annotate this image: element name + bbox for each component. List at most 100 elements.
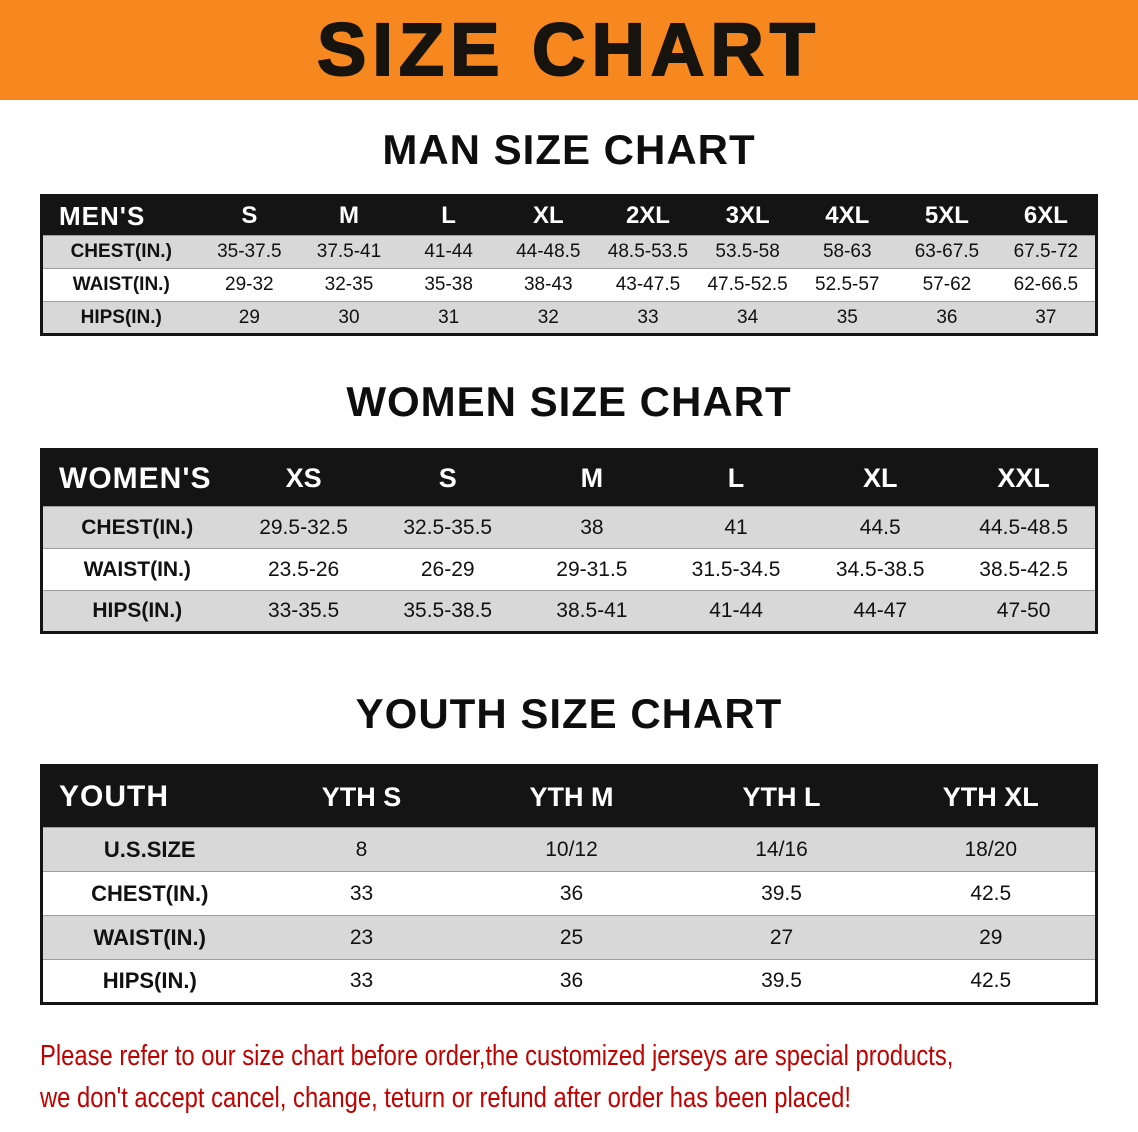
youth-size-table: YOUTH YTH S YTH M YTH L YTH XL U.S.SIZE 8 10/12… [40,764,1098,1005]
column-header: YTH S [256,765,467,828]
size-value-cell: 52.5-57 [815,274,880,295]
row-label: HIPS(IN.) [102,968,197,993]
table-body: U.S.SIZE 8 10/12 14/16 18/20 CHEST(IN.) 33 36 39… [41,827,1097,1004]
size-value-cell: 38.5-41 [556,599,628,622]
size-value-cell: 41-44 [709,599,763,622]
size-value-cell: 35-37.5 [217,241,282,262]
column-header: 2XL [598,195,698,236]
size-value-cell: 44-48.5 [516,241,581,262]
size-value-cell: 47.5-52.5 [707,274,788,295]
size-value-cell: 39.5 [761,881,802,905]
row-label: WAIST(IN.) [93,924,206,950]
size-value-cell: 37 [1035,306,1057,328]
size-value-cell: 33 [637,306,659,328]
disclaimer: Please refer to our size chart before or… [40,1035,1138,1119]
column-header: 3XL [697,195,798,236]
size-value-cell: 38-43 [523,274,573,295]
row-label: CHEST(IN.) [70,241,172,262]
size-value-cell: 23 [349,925,374,949]
size-value-cell: 58-63 [822,241,872,262]
size-value-cell: 34 [737,306,759,328]
table-row: WAIST(IN.) 23.5-26 26-29 29-31.5 31.5-34.5 34… [41,548,1097,591]
row-label: HIPS(IN.) [92,599,183,622]
size-value-cell: 35 [836,306,858,328]
size-value-cell: 35.5-38.5 [403,599,493,622]
size-value-cell: 48.5-53.5 [607,241,689,262]
size-value-cell: 26-29 [420,557,475,581]
table-head: WOMEN'S XS S M L XL XXL [41,449,1097,507]
size-value-cell: 27 [769,925,794,949]
column-header: YTH M [466,765,677,828]
row-label: WAIST(IN.) [83,557,191,581]
column-header: M [299,195,399,236]
size-value-cell: 41 [724,515,748,539]
size-value-cell: 18/20 [964,837,1018,861]
size-value-cell: 29-32 [225,274,274,295]
table-header-row: MEN'S S M L XL 2XL 3XL 4XL 5XL 6XL [41,195,1097,236]
size-value-cell: 34.5-38.5 [835,557,925,581]
table-header-label: MEN'S [41,195,200,236]
banner-title: SIZE CHART [316,8,821,91]
youth-section-heading: YOUTH SIZE CHART [355,690,783,737]
size-value-cell: 39.5 [761,969,802,992]
size-value-cell: 44.5 [859,515,901,539]
women-size-table: WOMEN'S XS S M L XL XXL CHEST(IN.) 29.5-32.5 32.5… [40,448,1098,634]
size-value-cell: 33 [349,969,374,992]
banner: SIZE CHART [0,0,1138,100]
size-value-cell: 44-47 [853,599,908,622]
size-value-cell: 8 [355,837,368,861]
column-header: 5XL [897,195,997,236]
size-value-cell: 23.5-26 [267,557,340,581]
size-value-cell: 47-50 [996,599,1051,622]
women-section-heading: WOMEN SIZE CHART [346,378,792,425]
size-value-cell: 29 [979,925,1003,949]
size-value-cell: 29-31.5 [556,557,628,581]
table-row: WAIST(IN.) 29-32 32-35 35-38 38-43 43-47.5 47.… [41,268,1097,302]
column-header: XXL [952,449,1097,507]
size-value-cell: 37.5-41 [316,241,382,262]
size-value-cell: 35-38 [424,274,473,295]
men-section-heading: MAN SIZE CHART [382,126,756,173]
table-row: U.S.SIZE 8 10/12 14/16 18/20 [41,827,1097,872]
size-value-cell: 29 [238,306,260,328]
size-value-cell: 32-35 [324,274,374,295]
table-header-row: YOUTH YTH S YTH M YTH L YTH XL [41,765,1097,828]
size-value-cell: 57-62 [922,274,972,295]
women-size-section: WOMEN SIZE CHART WOMEN'S XS S M L XL XXL CHEST(… [0,378,1138,634]
row-label: CHEST(IN.) [91,880,209,906]
column-header: L [398,195,499,236]
size-value-cell: 67.5-72 [1013,241,1079,262]
men-size-section: MAN SIZE CHART MEN'S S M L XL 2XL 3XL 4XL 5XL 6XL… [0,126,1138,336]
size-value-cell: 33 [349,881,374,905]
table-body: CHEST(IN.) 29.5-32.5 32.5-35.5 38 41 44.5 44.5… [41,506,1097,633]
size-value-cell: 36 [559,969,584,992]
size-value-cell: 33-35.5 [267,599,340,622]
size-value-cell: 25 [559,925,584,949]
size-value-cell: 36 [936,306,958,328]
size-value-cell: 31.5-34.5 [691,557,781,581]
size-value-cell: 62-66.5 [1013,274,1079,295]
table-head: YOUTH YTH S YTH M YTH L YTH XL [41,765,1097,828]
table-row: CHEST(IN.) 29.5-32.5 32.5-35.5 38 41 44.5 44.5… [41,506,1097,549]
table-head: MEN'S S M L XL 2XL 3XL 4XL 5XL 6XL [41,195,1097,236]
column-header: YTH XL [886,765,1097,828]
size-value-cell: 41-44 [424,241,473,262]
size-value-cell: 43-47.5 [615,274,681,295]
disclaimer-line-2: we don't accept cancel, change, teturn o… [40,1082,851,1114]
column-header: L [663,449,809,507]
column-header: XL [808,449,953,507]
size-value-cell: 14/16 [755,837,808,861]
size-value-cell: 38 [580,515,604,539]
column-header: M [519,449,664,507]
disclaimer-line-1: Please refer to our size chart before or… [40,1040,954,1072]
size-value-cell: 31 [438,306,460,328]
column-header: S [199,195,300,236]
size-value-cell: 36 [559,881,584,905]
size-value-cell: 53.5-58 [715,241,780,262]
size-value-cell: 63-67.5 [914,241,980,262]
table-row: CHEST(IN.) 35-37.5 37.5-41 41-44 44-48.5 48.5… [41,235,1097,269]
youth-size-section: YOUTH SIZE CHART YOUTH YTH S YTH M YTH L YTH… [0,690,1138,1005]
table-body: CHEST(IN.) 35-37.5 37.5-41 41-44 44-48.5 48.5… [41,235,1097,335]
row-label: HIPS(IN.) [80,306,162,328]
